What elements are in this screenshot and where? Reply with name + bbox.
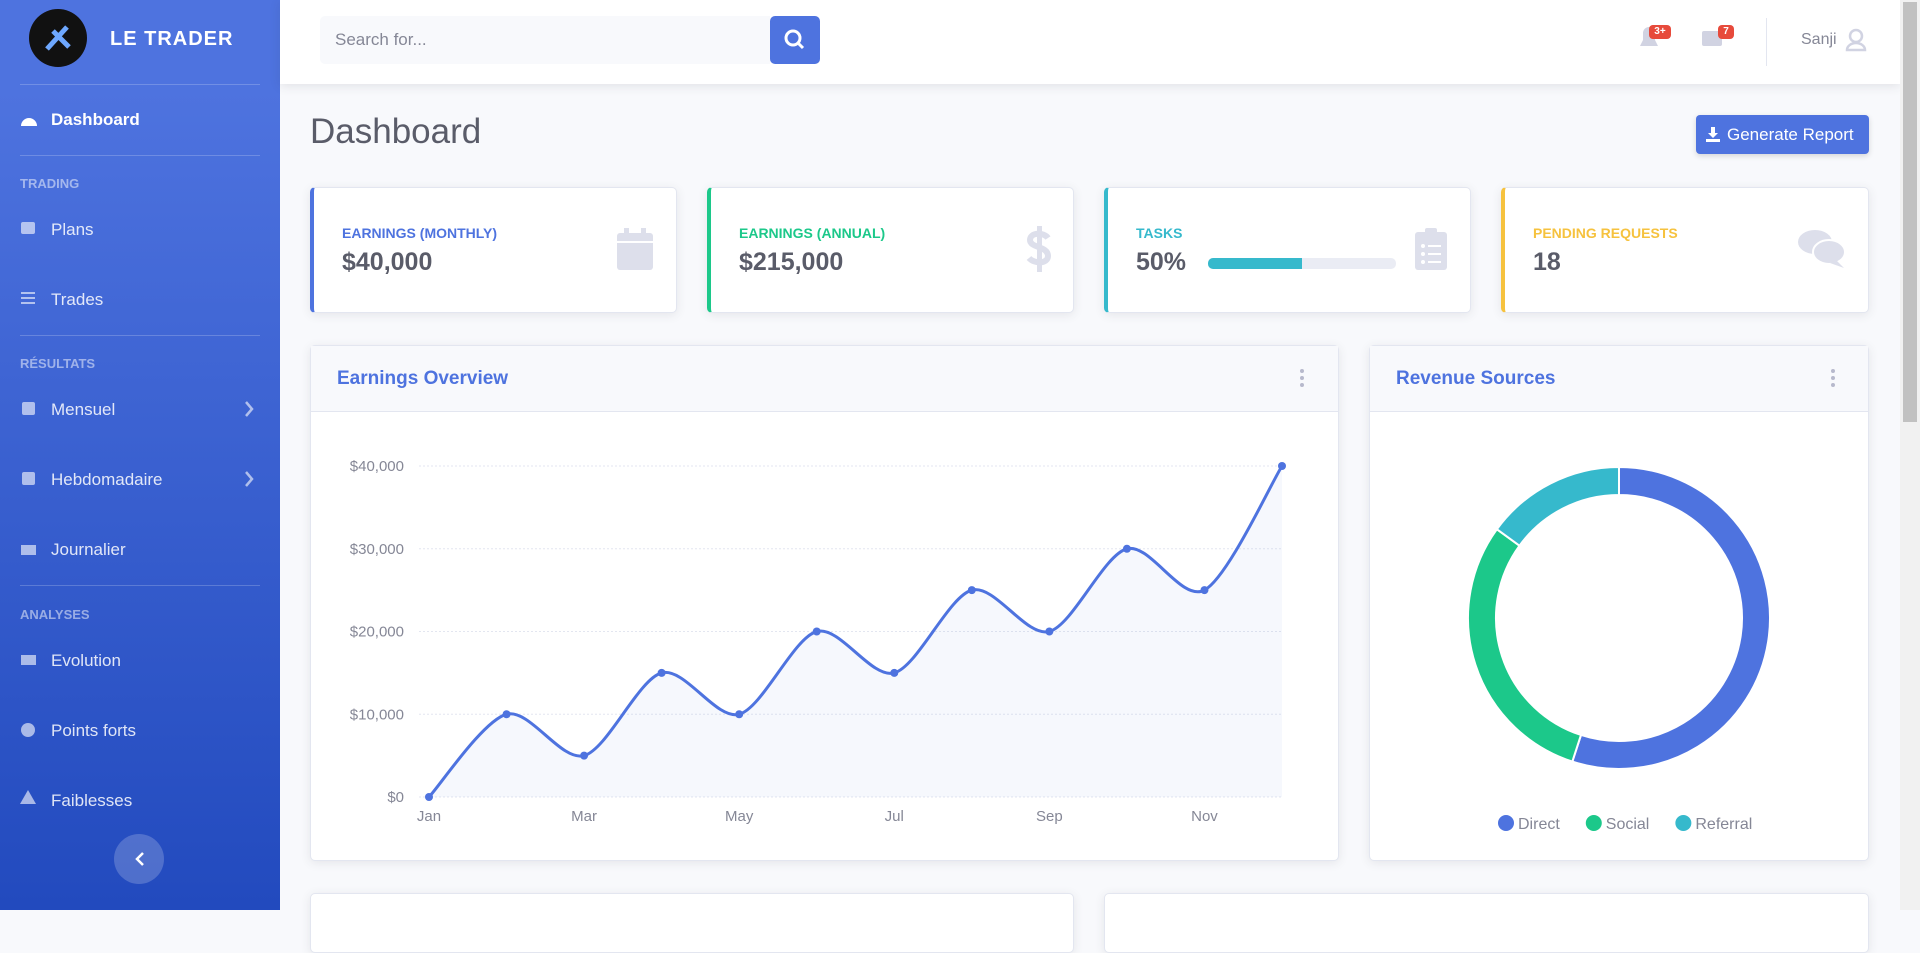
- menu-icon[interactable]: [1299, 368, 1305, 388]
- donut-segment: [1571, 465, 1771, 770]
- topbar: Search for... 3+ 7 Sanji: [280, 0, 1900, 84]
- point: [502, 710, 511, 719]
- alerts-icon[interactable]: [1635, 22, 1685, 52]
- card-header: [311, 346, 1338, 412]
- x-tick-label: Mar: [571, 808, 597, 825]
- nav-item[interactable]: Points forts: [51, 721, 137, 740]
- card-value: 18: [1533, 248, 1561, 276]
- legend-label: Social: [1606, 816, 1650, 833]
- y-tick-label: $10,000: [350, 706, 404, 723]
- legend-marker: [1585, 815, 1602, 831]
- nav-item[interactable]: Faiblesses: [51, 791, 133, 810]
- x-tick-label: Nov: [1191, 808, 1218, 825]
- y-tick-label: $40,000: [350, 458, 404, 475]
- calendar-icon: [617, 228, 653, 270]
- chart-card: Earnings Overview: [310, 345, 1339, 861]
- comments-icon: [1798, 230, 1846, 268]
- icon: [1706, 127, 1720, 142]
- generate-report-button[interactable]: Generate Report: [1696, 115, 1869, 154]
- section-heading: RÉSULTATS: [20, 356, 96, 371]
- point: [890, 668, 899, 677]
- x-tick-label: Jan: [417, 808, 441, 825]
- button-label: Generate Report: [1727, 125, 1854, 144]
- brand: LE TRADER: [110, 28, 234, 50]
- point: [967, 586, 976, 595]
- menu-icon[interactable]: [1830, 368, 1836, 388]
- search-placeholder: Search for...: [335, 30, 427, 49]
- point: [1200, 586, 1209, 595]
- legend-marker: [1498, 815, 1514, 831]
- point: [425, 793, 433, 801]
- legend-marker: [1675, 815, 1692, 831]
- point: [735, 710, 744, 719]
- nav-item[interactable]: Trades: [51, 290, 104, 309]
- y-tick-label: $0: [387, 789, 404, 806]
- area: [429, 466, 1282, 797]
- y-tick-label: $30,000: [350, 541, 404, 558]
- sidebar-icons: [20, 222, 254, 884]
- nav-item[interactable]: Plans: [51, 220, 94, 239]
- stat-card: EARNINGS (MONTHLY) $40,000: [310, 187, 677, 313]
- nav-item[interactable]: Evolution: [51, 651, 121, 670]
- chart-title: Earnings Overview: [337, 368, 509, 389]
- charts: $0 $10,000 $20,000 $30,000 $40,000 Jan Mar May J…: [350, 458, 1771, 833]
- point: [1045, 627, 1054, 636]
- user-icon[interactable]: [1845, 28, 1867, 52]
- chart-title: Revenue Sources: [1396, 368, 1556, 389]
- x-tick-label: May: [725, 808, 754, 825]
- card-label: EARNINGS (MONTHLY): [342, 225, 498, 241]
- page-title: Dashboard: [310, 112, 482, 151]
- donut-segment: [1495, 465, 1620, 548]
- divider: [20, 585, 260, 586]
- icon: [21, 118, 37, 126]
- point: [812, 627, 821, 636]
- card-value: 50%: [1136, 248, 1187, 276]
- chart-card: Revenue Sources: [1369, 345, 1869, 861]
- divider: [20, 155, 260, 156]
- messages-icon[interactable]: [1700, 22, 1750, 52]
- legend-label: Referral: [1695, 816, 1752, 833]
- logo: [29, 9, 87, 67]
- card-label: EARNINGS (ANNUAL): [739, 225, 886, 241]
- dollar-icon: [1026, 226, 1052, 272]
- stat-card: TASKS 50%: [1104, 187, 1471, 313]
- point: [580, 751, 589, 760]
- divider: [1766, 18, 1767, 66]
- point: [1278, 462, 1286, 470]
- badge: 3+: [1654, 26, 1666, 37]
- donut-segment: [1467, 527, 1583, 763]
- x-tick-label: Jul: [885, 808, 904, 825]
- divider: [20, 335, 260, 336]
- y-tick-label: $20,000: [350, 624, 404, 641]
- clipboard-icon: [1415, 228, 1447, 270]
- card-value: $40,000: [342, 248, 433, 276]
- point: [1122, 544, 1131, 553]
- nav-item[interactable]: Hebdomadaire: [51, 470, 163, 489]
- point: [657, 668, 666, 677]
- scrollbar: [1900, 0, 1920, 910]
- card-label: TASKS: [1136, 225, 1183, 241]
- card-value: $215,000: [739, 248, 844, 276]
- section-heading: ANALYSES: [20, 607, 90, 622]
- x-tick-label: Sep: [1036, 808, 1063, 825]
- card-header: [1370, 346, 1868, 412]
- stat-card: PENDING REQUESTS 18: [1501, 187, 1869, 313]
- divider: [20, 84, 260, 85]
- nav-item[interactable]: Journalier: [51, 540, 126, 559]
- badge: 7: [1723, 26, 1729, 37]
- section-heading: TRADING: [20, 176, 80, 191]
- progress-track: [1208, 258, 1396, 269]
- nav-item[interactable]: Mensuel: [51, 400, 116, 419]
- nav-item[interactable]: Dashboard: [51, 110, 140, 129]
- progress-bar: [1208, 258, 1302, 269]
- scroll-thumb[interactable]: [1903, 2, 1917, 422]
- legend-label: Direct: [1518, 816, 1560, 833]
- card-label: PENDING REQUESTS: [1533, 225, 1678, 241]
- sidebar: LE TRADER Dashboard TRADING Plans Trades…: [0, 0, 280, 910]
- search-input[interactable]: Search for...: [320, 16, 770, 64]
- stat-card: EARNINGS (ANNUAL) $215,000: [707, 187, 1074, 313]
- search-button[interactable]: [770, 16, 820, 64]
- user-name[interactable]: Sanji: [1801, 31, 1837, 48]
